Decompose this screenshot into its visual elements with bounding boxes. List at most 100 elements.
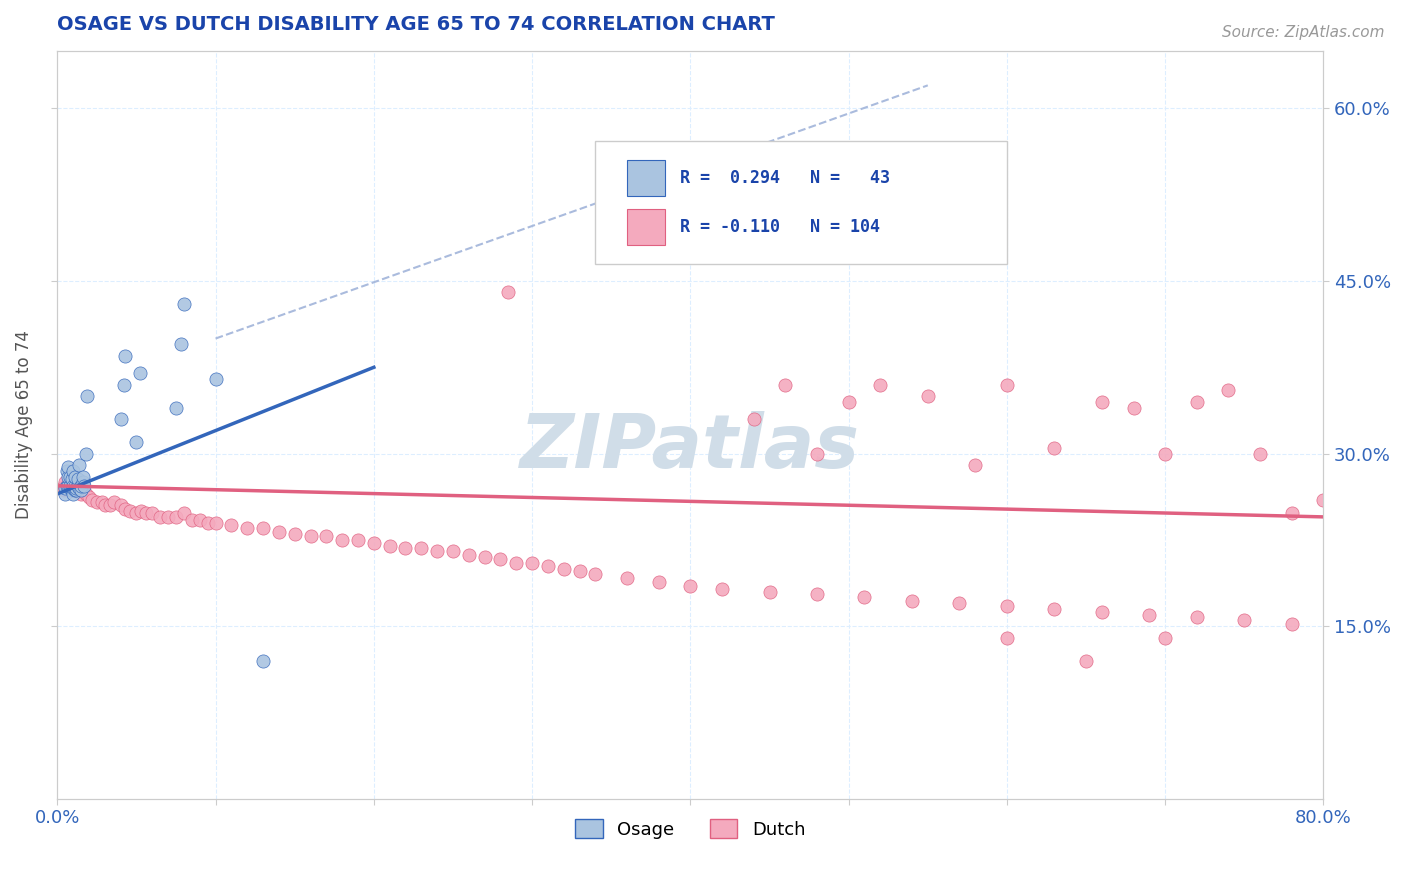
Legend: Osage, Dutch: Osage, Dutch bbox=[568, 812, 813, 846]
Point bbox=[112, 377, 135, 392]
Point bbox=[60, 481, 83, 495]
Point bbox=[1154, 447, 1177, 461]
Point bbox=[537, 559, 560, 574]
Point bbox=[806, 447, 828, 461]
Point bbox=[252, 654, 274, 668]
Point bbox=[1091, 394, 1114, 409]
Point bbox=[60, 481, 83, 495]
Point bbox=[70, 479, 93, 493]
Point bbox=[149, 509, 172, 524]
Point bbox=[59, 481, 82, 495]
Point bbox=[505, 556, 527, 570]
Point bbox=[114, 349, 136, 363]
Point bbox=[197, 516, 219, 530]
Point bbox=[711, 582, 734, 597]
Point bbox=[110, 499, 132, 513]
Point bbox=[56, 479, 79, 493]
Point bbox=[995, 599, 1018, 613]
Point bbox=[69, 481, 91, 495]
Point bbox=[60, 483, 83, 498]
Point bbox=[53, 475, 76, 490]
Point bbox=[72, 469, 94, 483]
Point bbox=[90, 495, 112, 509]
Point bbox=[498, 285, 520, 300]
Point bbox=[1137, 607, 1160, 622]
Text: Source: ZipAtlas.com: Source: ZipAtlas.com bbox=[1222, 25, 1385, 40]
Point bbox=[299, 529, 322, 543]
Point bbox=[120, 504, 142, 518]
Point bbox=[1043, 602, 1066, 616]
Point bbox=[204, 516, 226, 530]
Text: R =  0.294   N =   43: R = 0.294 N = 43 bbox=[681, 169, 890, 187]
Point bbox=[86, 495, 108, 509]
Point bbox=[180, 513, 202, 527]
Point bbox=[53, 487, 76, 501]
Point bbox=[110, 412, 132, 426]
Point bbox=[66, 483, 89, 498]
Point bbox=[65, 483, 87, 498]
Point bbox=[58, 483, 80, 498]
Point bbox=[474, 550, 496, 565]
Point bbox=[70, 487, 93, 501]
Point bbox=[60, 472, 83, 486]
Point bbox=[56, 464, 79, 478]
Point bbox=[63, 469, 86, 483]
Point bbox=[157, 509, 180, 524]
Point bbox=[63, 481, 86, 495]
Point bbox=[378, 539, 401, 553]
Point bbox=[65, 481, 87, 495]
Point bbox=[1281, 616, 1303, 631]
Bar bbox=[627, 209, 665, 244]
Point bbox=[125, 507, 148, 521]
Point bbox=[583, 567, 606, 582]
Point bbox=[58, 469, 80, 483]
Point bbox=[62, 487, 84, 501]
Point bbox=[901, 594, 924, 608]
Point bbox=[648, 575, 671, 590]
Point bbox=[62, 481, 84, 495]
Point bbox=[426, 544, 449, 558]
Point bbox=[60, 483, 83, 498]
Bar bbox=[627, 160, 665, 196]
Point bbox=[1281, 507, 1303, 521]
Point bbox=[56, 479, 79, 493]
Y-axis label: Disability Age 65 to 74: Disability Age 65 to 74 bbox=[15, 330, 32, 519]
Point bbox=[58, 479, 80, 493]
Point bbox=[77, 491, 100, 505]
Point bbox=[173, 507, 195, 521]
Point bbox=[267, 524, 290, 539]
Point bbox=[53, 479, 76, 493]
Point bbox=[62, 483, 84, 498]
Point bbox=[1185, 610, 1208, 624]
Point bbox=[394, 541, 416, 555]
Point bbox=[82, 492, 104, 507]
Point bbox=[965, 458, 987, 472]
Point bbox=[72, 475, 94, 490]
Point bbox=[679, 579, 702, 593]
Point bbox=[63, 483, 86, 498]
Point bbox=[76, 389, 98, 403]
Point bbox=[330, 533, 353, 547]
Point bbox=[204, 372, 226, 386]
Point bbox=[489, 552, 512, 566]
Point bbox=[236, 521, 259, 535]
Point bbox=[56, 481, 79, 495]
Point bbox=[441, 544, 464, 558]
Point bbox=[69, 458, 91, 472]
Point bbox=[775, 377, 797, 392]
Point bbox=[65, 483, 87, 498]
Point bbox=[1233, 614, 1256, 628]
Point bbox=[114, 501, 136, 516]
Point bbox=[58, 479, 80, 493]
Point bbox=[1249, 447, 1271, 461]
Text: ZIPatlas: ZIPatlas bbox=[520, 411, 860, 483]
Point bbox=[53, 481, 76, 495]
Point bbox=[520, 556, 543, 570]
Point bbox=[62, 479, 84, 493]
Point bbox=[70, 483, 93, 498]
Point bbox=[66, 479, 89, 493]
Point bbox=[869, 377, 891, 392]
Point bbox=[284, 527, 307, 541]
Point bbox=[59, 469, 82, 483]
Point bbox=[75, 487, 97, 501]
